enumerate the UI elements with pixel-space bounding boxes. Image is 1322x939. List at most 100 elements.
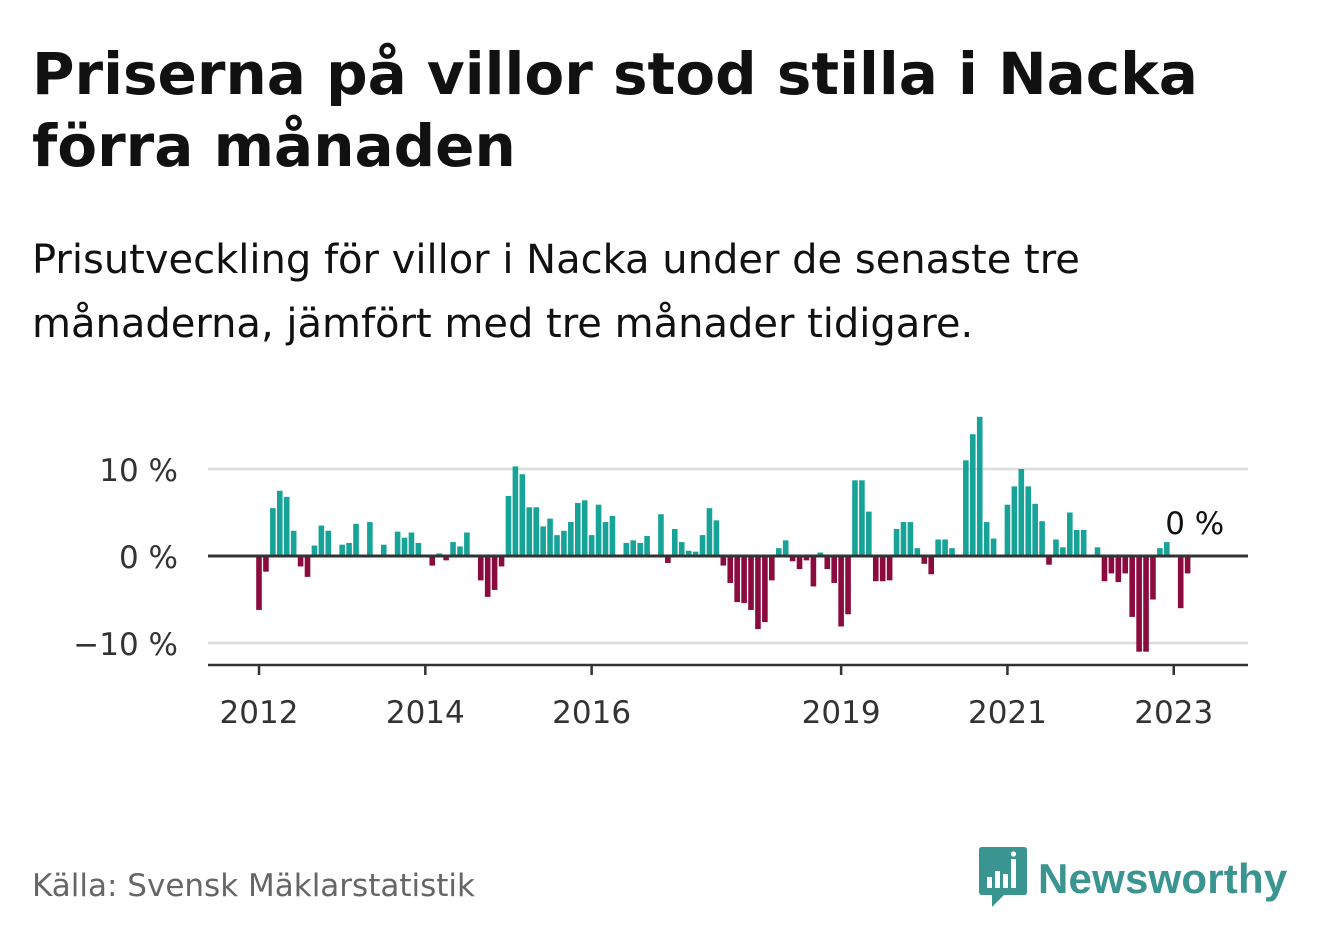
bar: [1032, 503, 1038, 556]
bar: [658, 514, 664, 556]
bar: [886, 556, 893, 581]
bar: [477, 556, 484, 581]
bar: [283, 496, 290, 556]
bar: [935, 539, 941, 556]
bar: [1060, 547, 1066, 556]
bar: [380, 544, 387, 556]
x-tick-label: 2019: [802, 695, 881, 731]
bar: [346, 542, 352, 556]
bar: [866, 511, 872, 556]
y-tick-label: 0 %: [119, 540, 178, 576]
y-tick-label: −10 %: [73, 627, 178, 663]
x-tick-label: 2012: [220, 695, 299, 731]
source-note: Källa: Svensk Mäklarstatistik: [32, 868, 475, 904]
bar: [734, 556, 740, 603]
bar: [297, 556, 304, 567]
x-tick-label: 2016: [552, 695, 631, 731]
bar: [1150, 556, 1156, 600]
bar: [1011, 486, 1018, 556]
bar: [491, 556, 498, 590]
bar: [942, 539, 948, 556]
bar: [824, 556, 831, 570]
bar: [540, 526, 546, 556]
bar: [879, 556, 886, 582]
bar: [859, 480, 865, 556]
bar: [526, 507, 533, 556]
latest-value-label: 0 %: [1165, 506, 1224, 542]
bar: [852, 480, 858, 556]
bar: [1073, 529, 1080, 556]
bar: [263, 556, 269, 572]
bar: [464, 532, 470, 556]
bar-chart: 10 % 0 % −10 % 2012 2014 2016 2019 2021 2023 0 %: [73, 416, 1248, 731]
bar: [484, 556, 491, 597]
bar: [845, 556, 851, 615]
bar: [769, 556, 775, 581]
bar: [921, 556, 928, 564]
bar: [609, 515, 616, 556]
bar: [748, 556, 754, 610]
bar: [1039, 521, 1045, 556]
bar: [983, 522, 990, 556]
bar: [789, 556, 796, 562]
bar: [699, 535, 706, 556]
bar: [782, 540, 789, 556]
bar: [762, 556, 768, 623]
bar: [547, 518, 553, 556]
bar: [367, 522, 373, 556]
x-tick-label: 2014: [386, 695, 465, 731]
bar: [692, 551, 699, 556]
bar: [775, 548, 782, 556]
bar: [1025, 486, 1032, 556]
bar: [907, 522, 914, 556]
bar: [450, 542, 456, 556]
brand-name: Newsworthy: [1038, 855, 1288, 902]
bar: [976, 416, 983, 556]
bars: [256, 416, 1191, 652]
bar: [1080, 529, 1087, 556]
bar: [817, 552, 824, 556]
bar: [325, 530, 332, 556]
bar: [353, 523, 359, 556]
bar: [1004, 504, 1011, 556]
bar: [1094, 547, 1101, 556]
bar: [969, 434, 976, 556]
axis-labels: 10 % 0 % −10 % 2012 2014 2016 2019 2021 2023 0 %: [73, 453, 1224, 731]
bar: [665, 556, 671, 563]
bar: [706, 508, 713, 556]
bar: [574, 502, 581, 556]
bar: [270, 508, 276, 556]
bar: [581, 500, 588, 556]
bar: [796, 556, 803, 570]
bar: [990, 538, 997, 556]
bar: [1067, 512, 1073, 556]
bar: [685, 550, 692, 556]
bar: [1053, 539, 1059, 556]
y-tick-label: 10 %: [99, 453, 178, 489]
bar: [831, 556, 837, 583]
chart-subtitle: Prisutveckling för villor i Nacka under …: [32, 237, 1080, 347]
bar: [554, 535, 560, 556]
bar: [803, 556, 810, 561]
bar: [276, 490, 283, 556]
bar: [561, 530, 567, 556]
bar: [720, 556, 727, 566]
bar: [672, 529, 678, 556]
bar: [1101, 556, 1108, 582]
brand-logo[interactable]: Newsworthy: [978, 846, 1287, 912]
newsworthy-logo-icon: [978, 845, 1028, 913]
bar: [623, 542, 630, 556]
bar: [1122, 556, 1129, 574]
bar: [928, 556, 935, 575]
bar: [900, 522, 907, 556]
bar: [304, 556, 311, 577]
bar: [588, 535, 595, 556]
bar: [637, 542, 643, 556]
bar: [443, 556, 449, 561]
bar: [630, 540, 637, 556]
bar: [713, 520, 720, 556]
bar: [1136, 556, 1142, 652]
bar: [1184, 556, 1191, 574]
gridlines: [208, 467, 1248, 645]
bar: [1129, 556, 1135, 617]
